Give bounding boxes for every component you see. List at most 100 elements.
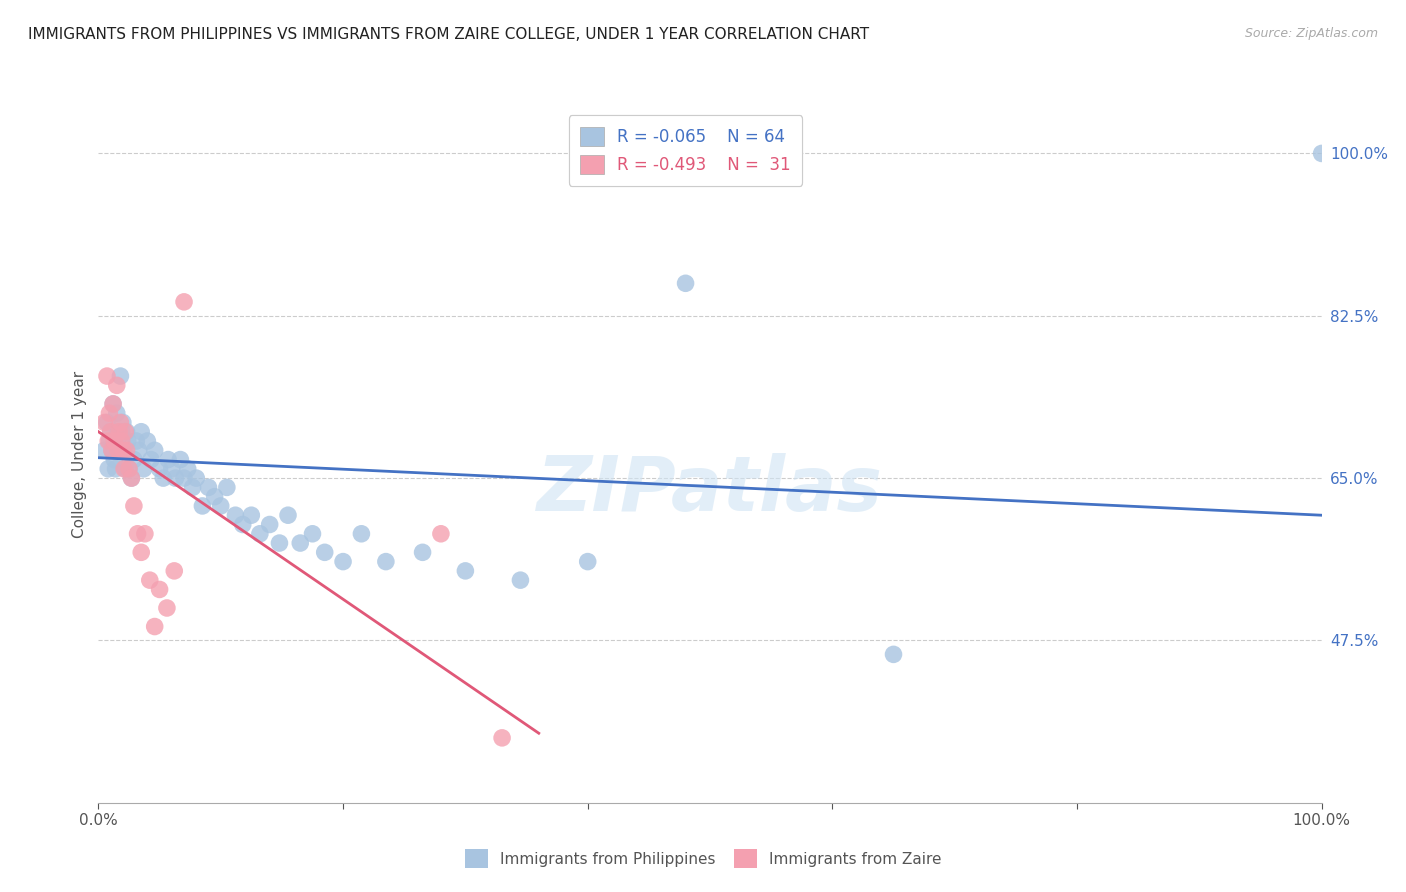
Point xyxy=(118,462,141,476)
Point xyxy=(491,731,513,745)
Point xyxy=(97,462,120,476)
Point xyxy=(114,425,136,439)
Point xyxy=(156,601,179,615)
Point xyxy=(139,452,162,467)
Point xyxy=(204,490,226,504)
Point xyxy=(165,471,187,485)
Point xyxy=(117,434,139,448)
Point xyxy=(105,378,128,392)
Point xyxy=(240,508,263,523)
Point xyxy=(98,406,121,420)
Point xyxy=(127,526,149,541)
Point xyxy=(197,480,219,494)
Text: ZIPatlas: ZIPatlas xyxy=(537,453,883,526)
Point xyxy=(97,434,120,448)
Point xyxy=(111,425,134,439)
Point xyxy=(93,443,115,458)
Point xyxy=(209,499,232,513)
Point xyxy=(249,526,271,541)
Point xyxy=(107,443,129,458)
Point xyxy=(173,294,195,309)
Point xyxy=(177,462,200,476)
Point xyxy=(114,462,136,476)
Point xyxy=(111,416,134,430)
Point xyxy=(1310,146,1333,161)
Point xyxy=(129,545,152,559)
Point xyxy=(259,517,281,532)
Point xyxy=(181,480,204,494)
Point xyxy=(143,443,166,458)
Point xyxy=(675,277,697,291)
Point xyxy=(108,443,131,458)
Point xyxy=(160,462,183,476)
Y-axis label: College, Under 1 year: College, Under 1 year xyxy=(72,371,87,539)
Text: IMMIGRANTS FROM PHILIPPINES VS IMMIGRANTS FROM ZAIRE COLLEGE, UNDER 1 YEAR CORRE: IMMIGRANTS FROM PHILIPPINES VS IMMIGRANT… xyxy=(28,27,869,42)
Point xyxy=(101,397,124,411)
Point xyxy=(101,443,124,458)
Point xyxy=(128,443,150,458)
Point xyxy=(111,443,134,458)
Point xyxy=(103,434,125,448)
Point xyxy=(108,425,131,439)
Point xyxy=(215,480,238,494)
Point xyxy=(374,555,396,569)
Point xyxy=(314,545,336,559)
Point xyxy=(96,369,118,384)
Point xyxy=(118,462,141,476)
Point xyxy=(122,452,145,467)
Point xyxy=(132,462,155,476)
Point xyxy=(105,406,128,420)
Point xyxy=(112,443,135,458)
Point xyxy=(115,443,138,458)
Point xyxy=(332,555,354,569)
Point xyxy=(576,555,599,569)
Point xyxy=(101,397,124,411)
Point xyxy=(232,517,254,532)
Point xyxy=(149,462,172,476)
Point xyxy=(125,434,148,448)
Point xyxy=(186,471,208,485)
Point xyxy=(149,582,172,597)
Point xyxy=(269,536,291,550)
Point xyxy=(120,471,142,485)
Point xyxy=(100,425,122,439)
Point xyxy=(104,462,127,476)
Point xyxy=(350,526,373,541)
Text: Source: ZipAtlas.com: Source: ZipAtlas.com xyxy=(1244,27,1378,40)
Point xyxy=(173,471,195,485)
Point xyxy=(224,508,246,523)
Point xyxy=(134,526,156,541)
Point xyxy=(129,425,152,439)
Point xyxy=(110,416,132,430)
Point xyxy=(301,526,323,541)
Point xyxy=(136,434,159,448)
Point xyxy=(122,499,145,513)
Point xyxy=(290,536,312,550)
Legend: Immigrants from Philippines, Immigrants from Zaire: Immigrants from Philippines, Immigrants … xyxy=(457,841,949,875)
Point xyxy=(163,564,186,578)
Point xyxy=(112,462,135,476)
Point xyxy=(93,416,115,430)
Point xyxy=(430,526,453,541)
Point xyxy=(152,471,174,485)
Point xyxy=(100,425,122,439)
Point xyxy=(412,545,434,559)
Point xyxy=(139,573,162,587)
Point xyxy=(883,648,905,662)
Point xyxy=(111,434,134,448)
Point xyxy=(143,619,166,633)
Point xyxy=(120,471,142,485)
Legend: R = -0.065    N = 64, R = -0.493    N =  31: R = -0.065 N = 64, R = -0.493 N = 31 xyxy=(569,115,803,186)
Point xyxy=(157,452,180,467)
Point xyxy=(509,573,531,587)
Point xyxy=(169,452,191,467)
Point xyxy=(107,425,129,439)
Point xyxy=(101,443,124,458)
Point xyxy=(454,564,477,578)
Point xyxy=(96,416,118,430)
Point xyxy=(103,452,125,467)
Point xyxy=(115,425,138,439)
Point xyxy=(98,434,121,448)
Point xyxy=(110,369,132,384)
Point xyxy=(277,508,299,523)
